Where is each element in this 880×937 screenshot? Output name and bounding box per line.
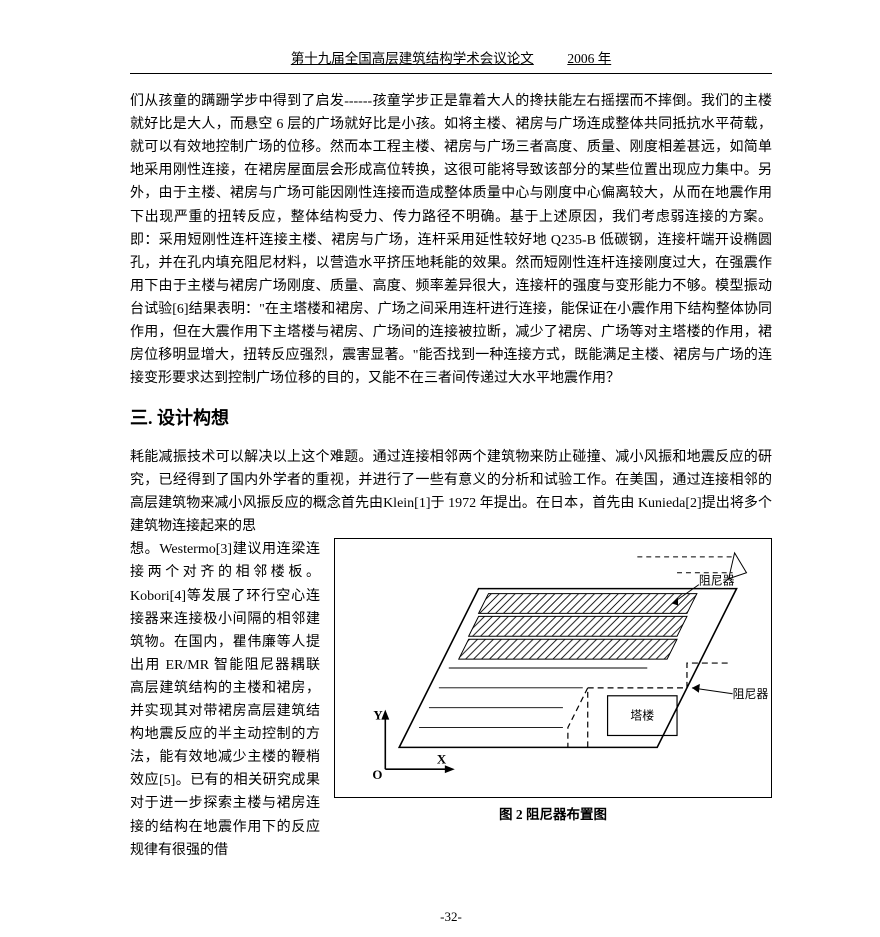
figure-svg: 塔楼 阻尼器 阻尼器 Y X O bbox=[335, 539, 771, 797]
x-axis-label: X bbox=[437, 753, 447, 767]
header-year: 2006 年 bbox=[567, 51, 611, 66]
paragraph-2: 耗能减振技术可以解决以上这个难题。通过连接相邻两个建筑物来防止碰撞、减小风振和地… bbox=[130, 446, 772, 538]
figure-caption: 图 2 阻尼器布置图 bbox=[334, 804, 772, 826]
left-text-column: 想。Westermo[3]建议用连梁连接两个对齐的相邻楼板。Kobori[4]等… bbox=[130, 538, 320, 861]
header-title: 第十九届全国高层建筑结构学术会议论文 bbox=[291, 51, 534, 66]
right-figure-column: 塔楼 阻尼器 阻尼器 Y X O bbox=[320, 538, 772, 826]
section-heading: 三. 设计构想 bbox=[130, 404, 772, 434]
y-axis-label: Y bbox=[373, 709, 383, 723]
origin-label: O bbox=[372, 769, 382, 783]
page-number: -32- bbox=[130, 906, 772, 927]
paragraph-1: 们从孩童的蹒跚学步中得到了启发------孩童学步正是靠着大人的搀扶能左右摇摆而… bbox=[130, 90, 772, 390]
page-header: 第十九届全国高层建筑结构学术会议论文 2006 年 bbox=[130, 48, 772, 74]
two-column-block: 想。Westermo[3]建议用连梁连接两个对齐的相邻楼板。Kobori[4]等… bbox=[130, 538, 772, 861]
damper-label-top: 阻尼器 bbox=[699, 574, 735, 588]
figure-box: 塔楼 阻尼器 阻尼器 Y X O bbox=[334, 538, 772, 798]
page-root: 第十九届全国高层建筑结构学术会议论文 2006 年 们从孩童的蹒跚学步中得到了启… bbox=[0, 0, 880, 937]
tower-label: 塔楼 bbox=[630, 709, 654, 723]
paragraph-3: 想。Westermo[3]建议用连梁连接两个对齐的相邻楼板。Kobori[4]等… bbox=[130, 538, 320, 861]
damper-label-right: 阻尼器 bbox=[733, 687, 769, 701]
